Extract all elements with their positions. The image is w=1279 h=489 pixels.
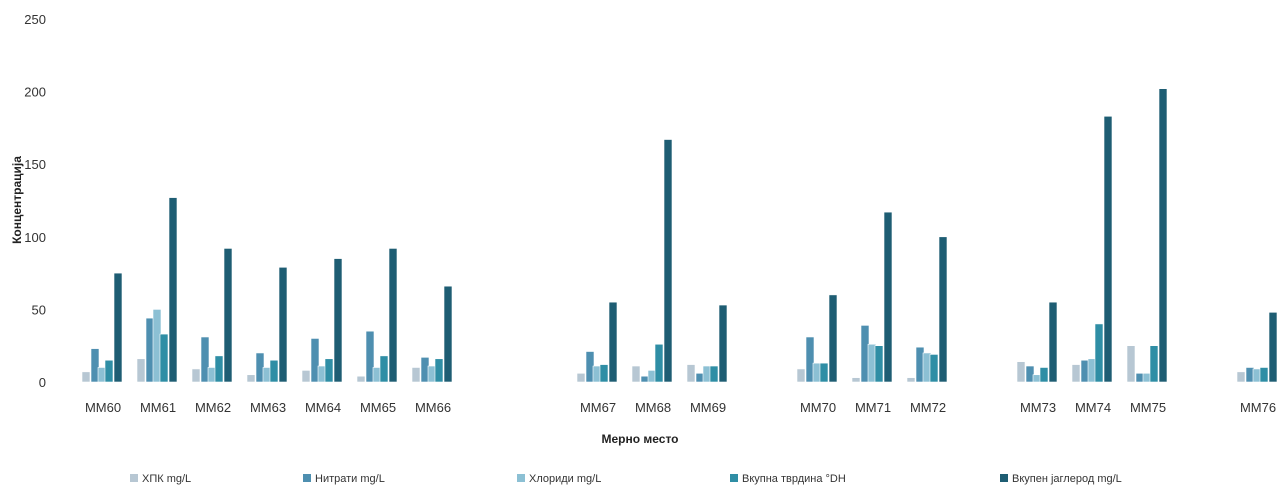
bar — [599, 364, 609, 383]
bar — [168, 197, 178, 383]
bar — [929, 354, 939, 383]
bar — [1048, 301, 1058, 383]
legend-swatch — [1000, 474, 1008, 482]
bar — [434, 358, 444, 383]
bar — [113, 272, 123, 383]
bar — [1158, 88, 1168, 383]
bar — [1039, 367, 1049, 383]
bar — [851, 377, 861, 383]
y-tick-label: 150 — [24, 157, 46, 172]
x-tick-label: MM71 — [855, 400, 891, 415]
bar — [906, 377, 916, 383]
legend-label: Нитрати mg/L — [315, 473, 385, 485]
bar — [411, 367, 421, 383]
x-tick-label: MM76 — [1240, 400, 1276, 415]
x-tick-label: MM64 — [305, 400, 341, 415]
bar — [269, 359, 279, 383]
bar — [1259, 367, 1269, 383]
legend-label: ХПК mg/L — [142, 473, 191, 485]
bar — [324, 358, 334, 383]
legend-label: Вкупна тврдина °DH — [742, 473, 846, 485]
legend-swatch — [303, 474, 311, 482]
x-tick-label: MM60 — [85, 400, 121, 415]
x-tick-label: MM73 — [1020, 400, 1056, 415]
bar — [654, 343, 664, 383]
bar — [819, 362, 829, 383]
bar — [883, 211, 893, 383]
x-tick-label: MM74 — [1075, 400, 1111, 415]
bar — [356, 375, 366, 383]
x-tick-label: MM75 — [1130, 400, 1166, 415]
bar — [1071, 364, 1081, 383]
bar — [709, 365, 719, 383]
bar — [1268, 312, 1278, 383]
y-axis-ticks: 0 50 100 150 200 250 — [24, 12, 46, 390]
legend-label: Вкупен јаглерод mg/L — [1012, 473, 1122, 485]
bar — [576, 372, 586, 383]
y-tick-label: 200 — [24, 85, 46, 100]
bar — [333, 258, 343, 383]
x-tick-label: MM72 — [910, 400, 946, 415]
bar — [686, 364, 696, 383]
y-tick-label: 100 — [24, 230, 46, 245]
x-tick-label: MM61 — [140, 400, 176, 415]
bar — [159, 333, 169, 383]
bar — [246, 374, 256, 383]
bar — [1103, 115, 1113, 383]
legend: ХПК mg/L Нитрати mg/L Хлориди mg/L Вкупна т… — [130, 473, 1122, 485]
bar — [1016, 361, 1026, 383]
bar — [81, 371, 91, 383]
bar — [718, 304, 728, 383]
bar — [191, 368, 201, 383]
bar — [379, 355, 389, 383]
bar — [608, 301, 618, 383]
legend-swatch — [517, 474, 525, 482]
bar — [104, 359, 114, 383]
x-axis-categories: MM60 MM61 MM62 MM63 MM64 MM65 MM66 MM67 MM68 MM69… — [85, 400, 1276, 415]
bar — [136, 358, 146, 383]
bars — [81, 88, 1278, 383]
bar — [214, 355, 224, 383]
x-tick-label: MM69 — [690, 400, 726, 415]
bar — [828, 294, 838, 383]
bar — [443, 285, 453, 383]
legend-label: Хлориди mg/L — [529, 473, 601, 485]
bar — [805, 336, 815, 383]
legend-swatch — [730, 474, 738, 482]
bar — [796, 368, 806, 383]
y-tick-label: 0 — [39, 375, 46, 390]
x-tick-label: MM62 — [195, 400, 231, 415]
bar — [365, 330, 375, 383]
x-tick-label: MM68 — [635, 400, 671, 415]
bar — [310, 338, 320, 383]
bar — [1149, 345, 1159, 383]
bar — [874, 345, 884, 383]
bar — [90, 348, 100, 383]
y-tick-label: 50 — [32, 302, 46, 317]
bar — [663, 139, 673, 383]
bar — [1236, 371, 1246, 383]
x-tick-label: MM63 — [250, 400, 286, 415]
bar — [938, 236, 948, 383]
x-tick-label: MM65 — [360, 400, 396, 415]
bar — [223, 248, 233, 383]
x-axis-label: Мерно место — [601, 432, 678, 446]
x-tick-label: MM70 — [800, 400, 836, 415]
bar — [278, 266, 288, 383]
bar — [1094, 323, 1104, 383]
bar — [1025, 365, 1035, 383]
x-tick-label: MM67 — [580, 400, 616, 415]
bar — [200, 336, 210, 383]
bar — [301, 370, 311, 383]
bar — [1126, 345, 1136, 383]
bar — [631, 365, 641, 383]
bar — [388, 248, 398, 383]
x-tick-label: MM66 — [415, 400, 451, 415]
y-tick-label: 250 — [24, 12, 46, 27]
legend-swatch — [130, 474, 138, 482]
y-axis-label: Концентрација — [10, 156, 24, 244]
